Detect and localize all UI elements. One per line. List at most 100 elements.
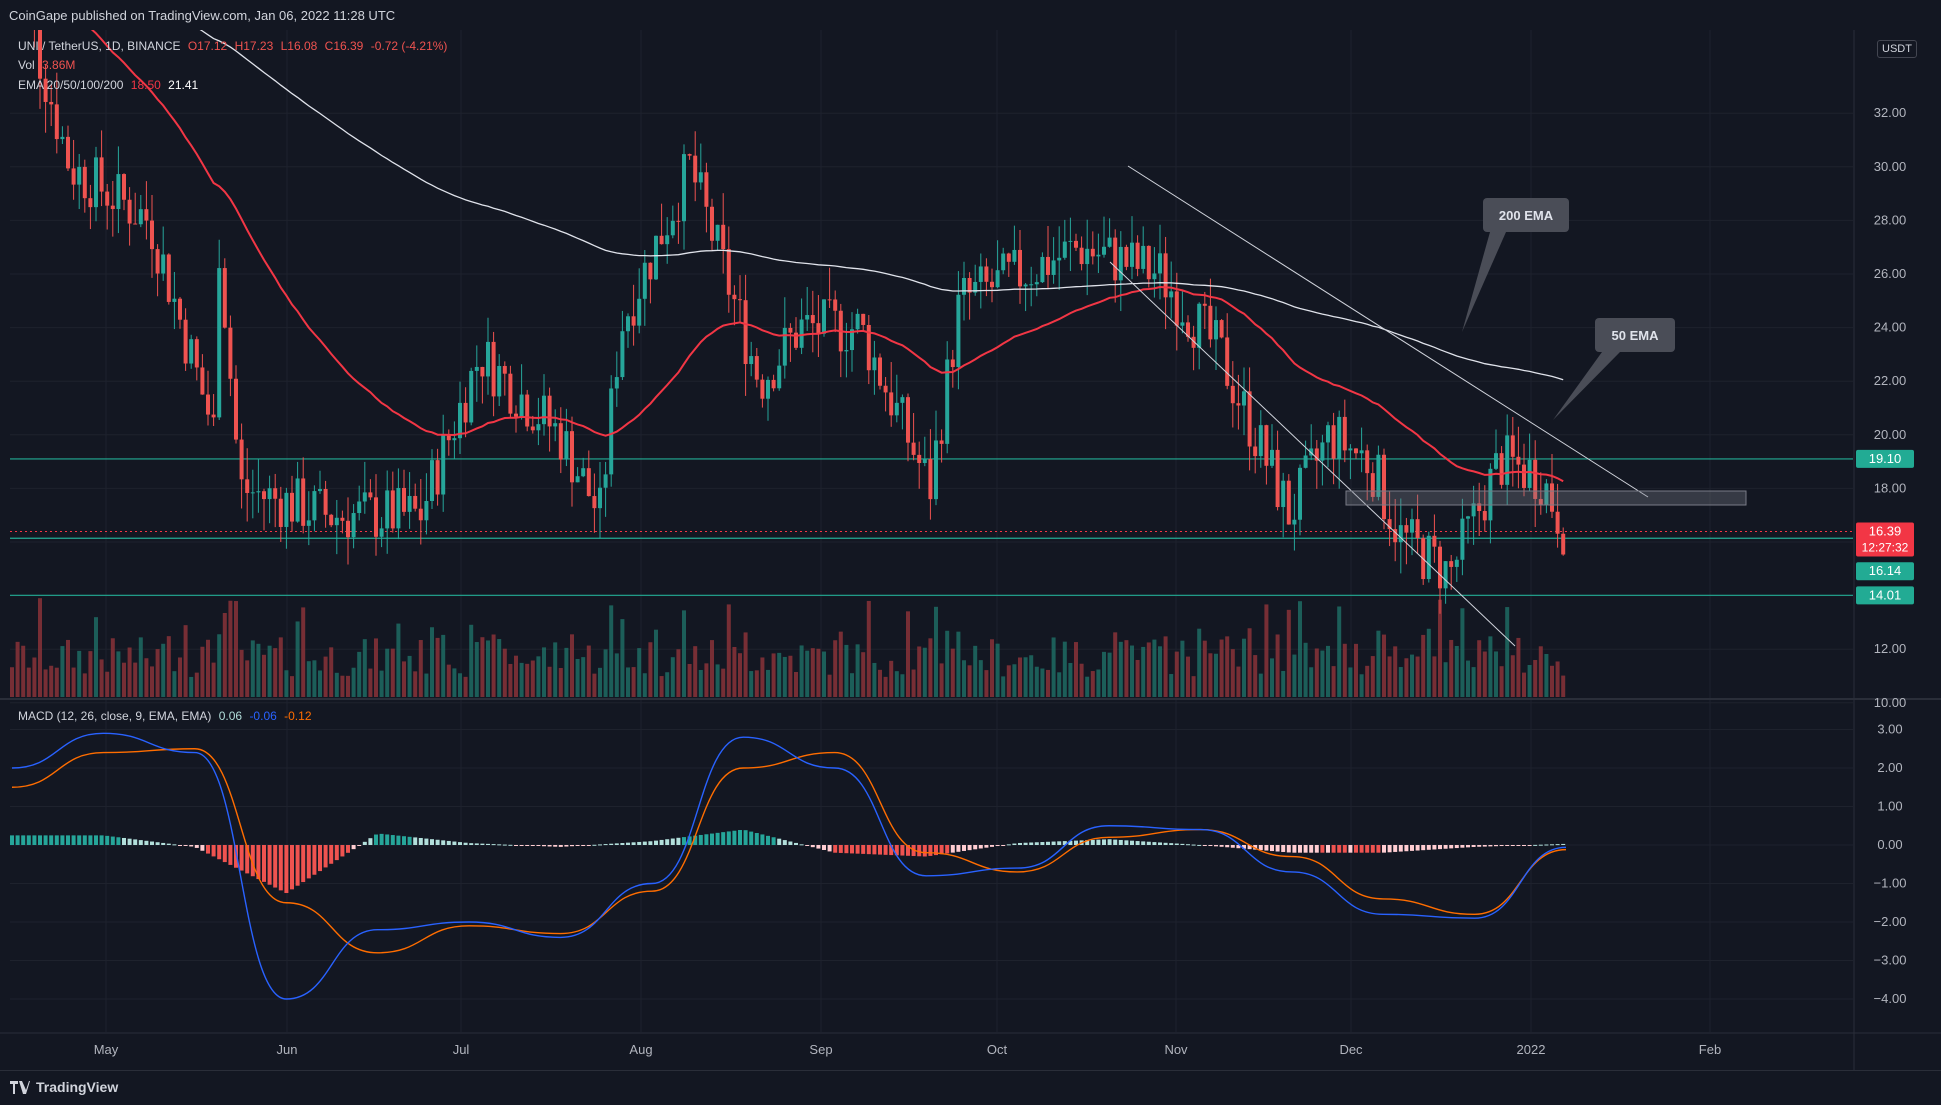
volume-bar [105,671,110,697]
volume-bar [603,649,608,697]
candle-body [166,254,171,302]
volume-bar [435,637,440,697]
macd-histogram-bar [1398,845,1403,852]
volume-bar [1124,640,1129,697]
volume-bar [1460,608,1465,697]
candle-body [614,377,619,389]
volume-bar [805,650,810,697]
candle-body [194,339,199,368]
macd-histogram-bar [1090,839,1095,845]
macd-histogram-bar [295,845,300,886]
symbol-name[interactable]: UNI / TetherUS, 1D, BINANCE [18,39,181,53]
macd-histogram-bar [956,845,961,852]
macd-histogram-bar [491,844,496,846]
macd-label[interactable]: MACD (12, 26, close, 9, EMA, EMA) [18,709,212,723]
trendline-drawings[interactable] [1109,165,1747,647]
volume-bar [161,643,166,697]
volume-bar [1006,665,1011,697]
candle-body [1023,284,1028,287]
volume-bar [1085,676,1090,697]
macd-histogram-bar [1550,844,1554,846]
macd-histogram-bar [928,845,933,856]
volume-bar [822,651,826,697]
candle-body [889,392,894,416]
candle-body [424,501,429,521]
volume-bar [1208,653,1213,697]
candle-body [1247,391,1252,447]
candle-body [626,316,630,332]
currency-label[interactable]: USDT [1877,40,1917,58]
candle-body [312,491,317,521]
macd-histogram-bar [94,835,98,845]
macd-histogram-bar [278,845,283,891]
candle-body [1281,480,1286,508]
macd-tick-label: 2.00 [1877,760,1902,775]
macd-histogram-bar [1538,844,1543,846]
macd-histogram-bar [1001,845,1006,846]
volume-bar [514,655,518,697]
volume-bar [10,667,14,697]
candle-body [917,454,922,464]
macd-histogram-bar [1443,845,1448,849]
volume-bar [1376,630,1381,697]
volume-bar [88,651,93,697]
macd-histogram-bar [1281,845,1286,852]
close-value: C16.39 [324,39,364,53]
volume-bar [1051,637,1056,697]
macd-histogram-bar [1516,845,1521,846]
chart-canvas[interactable]: 10.0012.0014.0016.0018.0020.0022.0024.00… [0,30,1941,1070]
volume-bar [407,655,412,697]
candle-body [446,434,451,441]
macd-histogram-bar [1555,844,1560,846]
candle-body [782,327,787,366]
volume-bar [1225,636,1230,697]
candle-body [1354,448,1358,454]
candle-body [508,373,513,414]
volume-bar [547,666,552,697]
macd-histogram-bar [648,841,653,845]
macd-histogram-bar [1135,841,1140,845]
macd-histogram-bar [150,841,154,845]
macd-histogram-bar [178,845,182,846]
macd-histogram-bar [732,830,737,845]
ema-label[interactable]: EMA 20/50/100/200 [18,78,124,92]
macd-histogram-bar [1454,845,1459,849]
macd-histogram-bar [486,843,490,845]
volume-bar [1488,636,1493,697]
macd-histogram-bar [1499,845,1504,847]
macd-histogram-bar [396,835,401,845]
volume-label[interactable]: Vol [18,58,35,72]
volume-bar [189,676,194,697]
candle-body [502,366,507,374]
macd-histogram-bar [318,845,322,872]
volume-bar [1443,662,1448,697]
callout-box [1595,318,1675,352]
volume-bar [1477,640,1482,697]
volume-bar [1191,676,1196,697]
top-bar: CoinGape published on TradingView.com, J… [0,0,1941,30]
candle-body [1018,249,1022,287]
candle-body [710,206,714,241]
candle-body [183,319,188,364]
volume-bar [962,660,966,697]
macd-histogram-bar [82,835,87,845]
candle-body [934,440,938,500]
macd-histogram-bar [1449,845,1454,849]
volume-bar [866,600,871,697]
candle-body [1001,253,1006,271]
macd-histogram-bar [1113,839,1118,845]
volume-bar [1152,639,1157,697]
candle-body [178,298,182,320]
macd-histogram-bar [525,845,530,846]
low-value: L16.08 [280,39,318,53]
price-tick-label: 32.00 [1874,105,1907,120]
lower-trendline [1109,261,1516,647]
tradingview-logo-icon [10,1080,30,1094]
candle-body [894,402,899,416]
volume-bar [480,637,485,697]
tradingview-logo[interactable]: TradingView [10,1079,118,1095]
volume-bar [1544,653,1549,697]
macd-histogram-bar [1062,841,1067,845]
volume-bar [133,662,138,697]
volume-bar [166,636,171,697]
